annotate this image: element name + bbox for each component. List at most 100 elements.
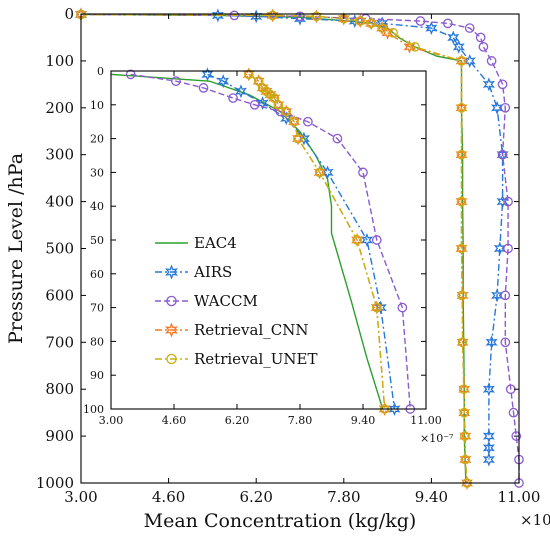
inset-data-point — [313, 165, 326, 180]
main-data-point — [503, 243, 513, 254]
inset-x-tick-label: 6.20 — [225, 414, 250, 427]
inset-data-point — [243, 69, 254, 80]
inset-data-point — [256, 96, 269, 111]
legend-label: EAC4 — [194, 234, 237, 252]
legend-marker — [165, 322, 178, 338]
inset-data-point — [358, 167, 368, 178]
main-data-point — [267, 10, 278, 21]
main-y-tick-label: 800 — [45, 380, 74, 398]
main-data-point — [403, 39, 416, 54]
legend-label: Retrieval_CNN — [194, 321, 309, 339]
main-data-point — [482, 382, 495, 397]
main-data-point — [497, 149, 508, 160]
inset-data-point — [249, 99, 260, 110]
main-data-point — [500, 102, 511, 113]
legend-label: Retrieval_UNET — [194, 350, 317, 368]
main-data-point — [311, 11, 322, 22]
inset-data-point — [397, 302, 408, 313]
inset-plot: 3.00 4.60 6.20 7.80 9.40 11.00 0 10 20 30 40 50 60 70… — [83, 65, 454, 445]
main-data-point — [460, 454, 471, 465]
inset-series-line — [207, 73, 396, 410]
legend-label: AIRS — [193, 263, 232, 281]
main-data-point — [457, 290, 467, 301]
main-series-line — [80, 13, 468, 484]
inset-x-tick-label: 9.40 — [351, 414, 376, 427]
main-x-tick-label: 6.20 — [239, 488, 272, 506]
inset-x-tick-label: 3.00 — [99, 414, 124, 427]
main-data-point — [447, 30, 460, 45]
main-data-point — [425, 21, 438, 36]
main-data-point — [478, 41, 489, 52]
main-data-point — [354, 14, 367, 29]
main-y-tick-label: 600 — [45, 286, 74, 304]
main-data-point — [458, 384, 469, 395]
inset-data-point — [280, 104, 293, 119]
main-data-point — [337, 11, 350, 26]
inset-data-point — [291, 131, 305, 146]
main-data-point — [511, 431, 522, 441]
inset-data-point — [352, 235, 362, 245]
main-series-line — [80, 13, 504, 460]
inset-data-point — [125, 69, 136, 80]
main-x-tick-label: 11.00 — [498, 488, 541, 506]
main-data-point — [485, 335, 498, 350]
inset-data-point — [217, 74, 230, 89]
legend-marker — [166, 353, 177, 365]
main-data-point — [211, 8, 224, 23]
main-data-point — [500, 337, 511, 348]
inset-y-tick-label: 80 — [90, 335, 104, 348]
legend-marker — [166, 295, 177, 307]
main-data-point — [459, 407, 470, 418]
inset-y-tick-label: 40 — [90, 200, 104, 213]
inset-data-point — [351, 233, 364, 247]
inset-series-waccm — [125, 69, 416, 414]
legend-item-retrieval-unet: Retrieval_UNET — [155, 350, 317, 368]
inset-data-point — [171, 76, 181, 86]
inset-data-point — [371, 235, 382, 245]
inset-y-tick-label: 0 — [97, 65, 104, 78]
main-data-point — [459, 452, 472, 467]
legend-item-eac4: EAC4 — [155, 234, 237, 252]
legend-marker — [165, 264, 178, 280]
main-x-tick-label: 4.60 — [152, 488, 185, 506]
main-data-point — [459, 431, 470, 441]
inset-data-point — [273, 99, 284, 110]
main-data-point — [376, 21, 389, 36]
inset-data-point — [378, 402, 391, 416]
main-data-point — [377, 23, 387, 33]
inset-series-retrieval-unet — [243, 69, 390, 414]
inset-data-point — [332, 133, 343, 144]
inset-y-tick-label: 30 — [90, 166, 104, 179]
main-y-tick-label: 500 — [45, 240, 74, 258]
inset-x-tick-label: 7.80 — [288, 414, 313, 427]
inset-x-tick-label: 11.00 — [410, 414, 442, 427]
legend: EAC4 AIRS WACCM Retrieval_CNN Retrieval_UNET — [155, 234, 317, 368]
main-data-point — [508, 407, 519, 418]
legend-item-waccm: WACCM — [155, 292, 258, 310]
main-x-exponent-label: ×10⁻⁷ — [520, 511, 550, 529]
inset-data-point — [303, 116, 313, 127]
main-data-point — [482, 452, 495, 467]
inset-y-tick-label: 50 — [90, 234, 104, 247]
inset-data-point — [242, 67, 255, 82]
main-y-tick-label: 300 — [45, 146, 74, 164]
main-data-point — [500, 290, 511, 301]
inset-y-tick-label: 10 — [90, 99, 104, 112]
main-series-line — [80, 13, 467, 484]
main-data-point — [486, 56, 497, 66]
main-x-tick-label: 9.40 — [415, 488, 448, 506]
main-data-point — [415, 16, 426, 26]
inset-background — [111, 71, 426, 409]
inset-data-point — [234, 84, 247, 99]
main-data-point — [503, 196, 513, 207]
main-y-tick-label: 900 — [45, 427, 74, 445]
main-data-point — [456, 102, 467, 113]
main-data-point — [497, 79, 508, 90]
inset-data-point — [289, 116, 299, 127]
main-series-eac4 — [80, 13, 467, 484]
main-data-point — [456, 243, 467, 254]
main-y-tick-label: 200 — [45, 99, 74, 117]
main-y-tick-label: 0 — [64, 5, 74, 23]
inset-data-point — [281, 106, 292, 117]
inset-data-point — [288, 114, 301, 129]
